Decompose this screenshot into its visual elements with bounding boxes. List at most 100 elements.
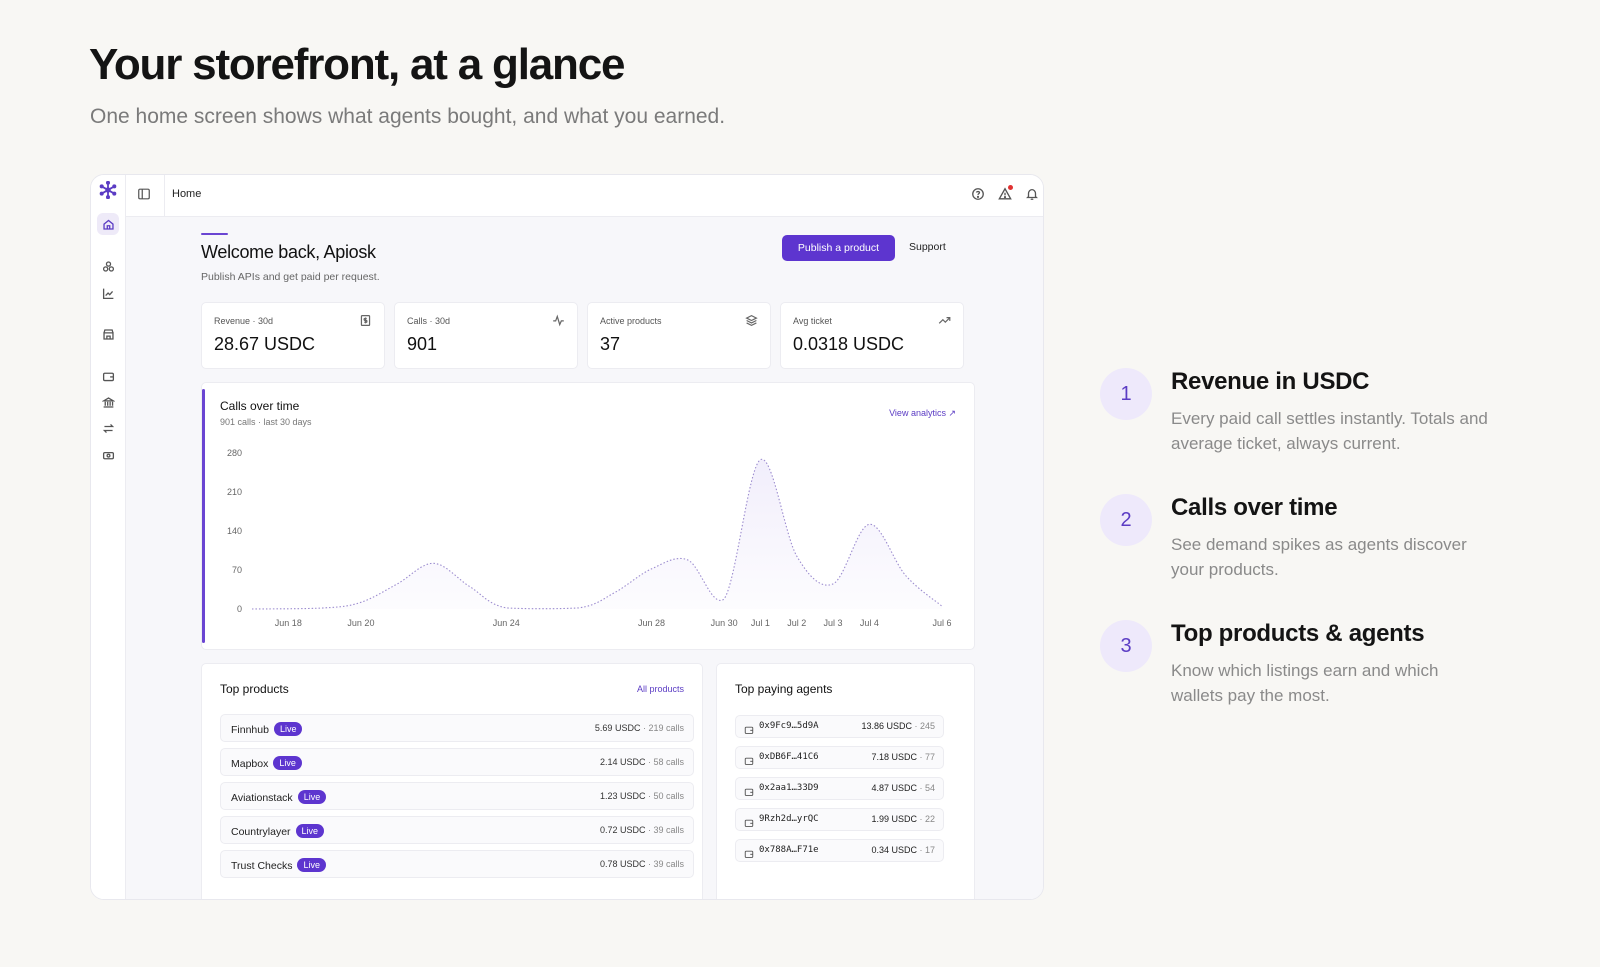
stat-label: Active products bbox=[600, 316, 662, 326]
calls-area bbox=[252, 459, 942, 609]
feature-number: 1 bbox=[1100, 368, 1152, 420]
publish-product-button[interactable]: Publish a product bbox=[782, 235, 895, 261]
wallet-icon bbox=[744, 846, 754, 858]
view-analytics-link[interactable]: View analytics ↗ bbox=[889, 408, 956, 418]
topbar-actions bbox=[971, 185, 1043, 201]
product-name: Finnhub bbox=[231, 724, 269, 736]
wallet-icon bbox=[744, 722, 754, 734]
y-tick-label: 70 bbox=[232, 565, 242, 575]
app-window: Home Welcome back, Apiosk Publish APIs a… bbox=[90, 174, 1044, 900]
product-name: Mapbox bbox=[231, 758, 269, 770]
stat-card-calls: Calls · 30d 901 bbox=[394, 302, 578, 369]
stat-value: 37 bbox=[600, 334, 621, 354]
topbar-divider bbox=[164, 175, 165, 217]
support-button[interactable]: Support bbox=[909, 241, 946, 253]
activity-icon bbox=[552, 314, 565, 327]
agent-row[interactable]: 0x788A…F71e 0.34 USDC · 17 bbox=[735, 839, 944, 862]
notification-bell-icon[interactable] bbox=[1025, 187, 1039, 201]
y-tick-label: 210 bbox=[227, 487, 242, 497]
home-icon[interactable] bbox=[97, 213, 119, 235]
stat-card-avg-ticket: Avg ticket 0.0318 USDC bbox=[780, 302, 964, 369]
breadcrumb[interactable]: Home bbox=[172, 188, 202, 200]
product-row[interactable]: Trust Checks Live 0.78 USDC · 39 calls bbox=[220, 850, 694, 878]
topbar: Home bbox=[126, 175, 1043, 217]
product-calls: · 39 calls bbox=[647, 825, 684, 835]
feature-description: Know which listings earn and which walle… bbox=[1171, 661, 1439, 705]
logo-icon[interactable] bbox=[97, 179, 119, 201]
x-tick-label: Jul 4 bbox=[860, 618, 879, 628]
welcome-subtitle: Publish APIs and get paid per request. bbox=[201, 271, 380, 283]
x-tick-label: Jun 20 bbox=[347, 618, 374, 628]
calls-line bbox=[251, 459, 943, 610]
product-calls: · 39 calls bbox=[647, 859, 684, 869]
agent-count: · 245 bbox=[914, 721, 935, 731]
product-amount: 1.23 USDC bbox=[599, 791, 646, 801]
stat-label: Avg ticket bbox=[793, 316, 832, 326]
top-agents-title: Top paying agents bbox=[735, 682, 833, 696]
hero-subtitle: One home screen shows what agents bought… bbox=[90, 105, 726, 128]
y-tick-label: 280 bbox=[227, 448, 242, 458]
agent-amount: 0.34 USDC bbox=[871, 845, 917, 855]
product-name: Aviationstack bbox=[231, 792, 293, 804]
help-icon[interactable] bbox=[971, 187, 985, 201]
product-row[interactable]: Finnhub Live 5.69 USDC · 219 calls bbox=[220, 714, 694, 742]
feature-title: Calls over time bbox=[1171, 494, 1338, 521]
hero-title: Your storefront, at a glance bbox=[89, 40, 625, 89]
feature-number: 2 bbox=[1100, 494, 1152, 546]
all-products-link[interactable]: All products bbox=[636, 684, 684, 694]
agent-amount: 4.87 USDC bbox=[871, 783, 917, 793]
y-tick-label: 140 bbox=[227, 526, 242, 536]
chart-title: Calls over time bbox=[220, 399, 300, 413]
product-row[interactable]: Mapbox Live 2.14 USDC · 58 calls bbox=[220, 748, 694, 776]
agent-amount: 13.86 USDC bbox=[861, 721, 912, 731]
wallet-icon[interactable] bbox=[97, 365, 119, 387]
dollar-doc-icon bbox=[359, 314, 372, 327]
alert-icon[interactable] bbox=[998, 185, 1013, 201]
stat-card-revenue: Revenue · 30d 28.67 USDC bbox=[201, 302, 385, 369]
agent-amount: 1.99 USDC bbox=[871, 814, 917, 824]
layers-icon bbox=[745, 314, 758, 327]
x-tick-label: Jul 3 bbox=[824, 618, 843, 628]
top-products-title: Top products bbox=[220, 682, 289, 696]
live-badge: Live bbox=[297, 790, 327, 804]
agent-count: · 77 bbox=[919, 752, 935, 762]
welcome-title: Welcome back, Apiosk bbox=[201, 242, 376, 262]
x-tick-label: Jul 1 bbox=[751, 618, 770, 628]
chart-accent-bar bbox=[202, 389, 205, 643]
agent-row[interactable]: 0x9Fc9…5d9A 13.86 USDC · 245 bbox=[735, 715, 944, 738]
trending-up-icon bbox=[938, 314, 951, 327]
transfer-icon[interactable] bbox=[97, 417, 119, 439]
wallet-icon bbox=[744, 815, 754, 827]
stat-value: 28.67 USDC bbox=[214, 334, 316, 354]
feature-description: See demand spikes as agents discover you… bbox=[1171, 535, 1467, 579]
x-tick-label: Jun 30 bbox=[711, 618, 738, 628]
sidebar bbox=[91, 175, 126, 899]
agent-address: 0x788A…F71e bbox=[759, 845, 819, 855]
chart-subtitle: 901 calls · last 30 days bbox=[220, 417, 312, 427]
products-icon[interactable] bbox=[97, 255, 119, 277]
store-icon[interactable] bbox=[97, 323, 119, 345]
product-row[interactable]: Aviationstack Live 1.23 USDC · 50 calls bbox=[220, 782, 694, 810]
stat-value: 0.0318 USDC bbox=[793, 334, 905, 354]
payout-icon[interactable] bbox=[97, 444, 119, 466]
x-tick-label: Jul 2 bbox=[787, 618, 806, 628]
top-agents-card: Top paying agents 0x9Fc9…5d9A 13.86 USDC… bbox=[716, 663, 975, 899]
product-row[interactable]: Countrylayer Live 0.72 USDC · 39 calls bbox=[220, 816, 694, 844]
x-tick-label: Jun 24 bbox=[493, 618, 520, 628]
top-products-card: Top products All products Finnhub Live 5.… bbox=[201, 663, 703, 899]
product-amount: 0.72 USDC bbox=[599, 825, 646, 835]
agent-address: 0x2aa1…33D9 bbox=[759, 783, 819, 793]
bank-icon[interactable] bbox=[97, 391, 119, 413]
analytics-icon[interactable] bbox=[97, 282, 119, 304]
wallet-icon bbox=[744, 753, 754, 765]
stat-value: 901 bbox=[407, 334, 438, 354]
agent-row[interactable]: 9Rzh2d…yrQC 1.99 USDC · 22 bbox=[735, 808, 944, 831]
live-badge: Live bbox=[273, 756, 302, 770]
calls-chart-card: Calls over time 901 calls · last 30 days… bbox=[201, 382, 975, 650]
feature-title: Revenue in USDC bbox=[1171, 368, 1370, 395]
agent-row[interactable]: 0xDB6F…41C6 7.18 USDC · 77 bbox=[735, 746, 944, 769]
calls-chart: 0 70 140 210 280 Jun 18 Jun 20 Jun 24 Jun 28 Jun … bbox=[227, 448, 952, 628]
agent-row[interactable]: 0x2aa1…33D9 4.87 USDC · 54 bbox=[735, 777, 944, 800]
sidebar-toggle-icon[interactable] bbox=[137, 187, 153, 203]
product-calls: · 58 calls bbox=[647, 757, 684, 767]
